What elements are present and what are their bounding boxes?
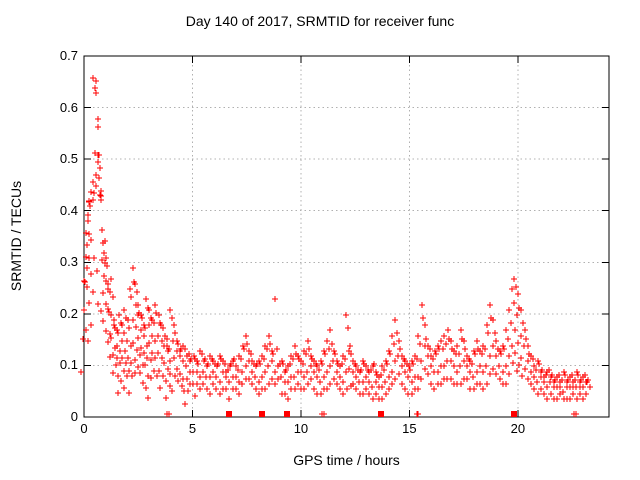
baseline-square-marker <box>511 411 517 417</box>
y-tick-label: 0.3 <box>59 254 78 270</box>
y-tick-label: 0.5 <box>59 151 78 167</box>
x-tick-label: 0 <box>80 421 88 436</box>
x-tick-label: 10 <box>293 421 309 436</box>
baseline-square-marker <box>378 411 384 417</box>
x-tick-label: 15 <box>402 421 417 436</box>
y-tick-label: 0 <box>70 409 78 424</box>
x-tick-label: 20 <box>510 421 526 436</box>
x-tick-label: 5 <box>188 421 197 436</box>
baseline-square-marker <box>226 411 232 417</box>
y-tick-label: 0.7 <box>59 48 78 63</box>
y-axis-label: SRMTID / TECUs <box>8 180 24 292</box>
axis-ticks <box>83 55 609 418</box>
baseline-square-marker <box>259 411 265 417</box>
plot-border <box>83 55 610 418</box>
y-tick-label: 0.6 <box>59 99 78 115</box>
x-axis-label: GPS time / hours <box>293 452 400 468</box>
y-tick-label: 0.4 <box>59 202 78 218</box>
y-tick-label: 0.2 <box>59 305 78 321</box>
baseline-square-marker <box>284 411 290 417</box>
scatter-points <box>78 75 593 417</box>
y-tick-label: 0.1 <box>59 357 78 373</box>
chart-title: Day 140 of 2017, SRMTID for receiver fun… <box>185 13 455 29</box>
